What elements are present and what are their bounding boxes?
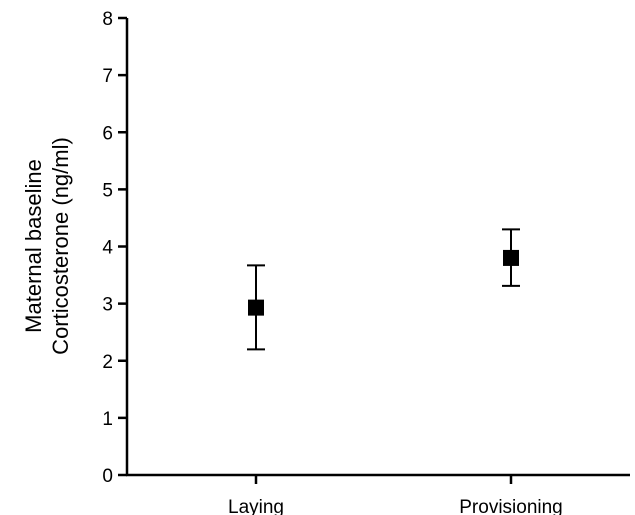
y-tick-label: 5	[102, 180, 113, 201]
data-point-laying	[248, 299, 264, 316]
data-marks-layer	[247, 228, 520, 351]
y-tick-label: 0	[102, 466, 113, 487]
y-axis-title: Maternal baseline Corticosterone (ng/ml)	[21, 137, 73, 355]
y-tick-label: 6	[102, 123, 113, 144]
data-point-provisioning	[503, 249, 519, 266]
y-axis-title-line-2: Corticosterone (ng/ml)	[48, 137, 73, 355]
y-ticks-layer: 0 1 2 3 4 5 6 7 8	[102, 9, 127, 487]
y-tick-label: 1	[102, 409, 113, 430]
y-tick-label: 4	[102, 238, 113, 259]
x-ticks-layer: Laying Provisioning	[228, 475, 563, 515]
y-tick-label: 8	[102, 9, 113, 30]
y-tick-label: 2	[102, 352, 113, 373]
y-tick-label: 7	[102, 66, 113, 87]
x-tick-label: Laying	[228, 497, 284, 515]
y-axis-title-line-1: Maternal baseline	[21, 159, 46, 333]
axes-layer	[125, 18, 630, 477]
y-tick-label: 3	[102, 295, 113, 316]
x-tick-label: Provisioning	[459, 497, 563, 515]
